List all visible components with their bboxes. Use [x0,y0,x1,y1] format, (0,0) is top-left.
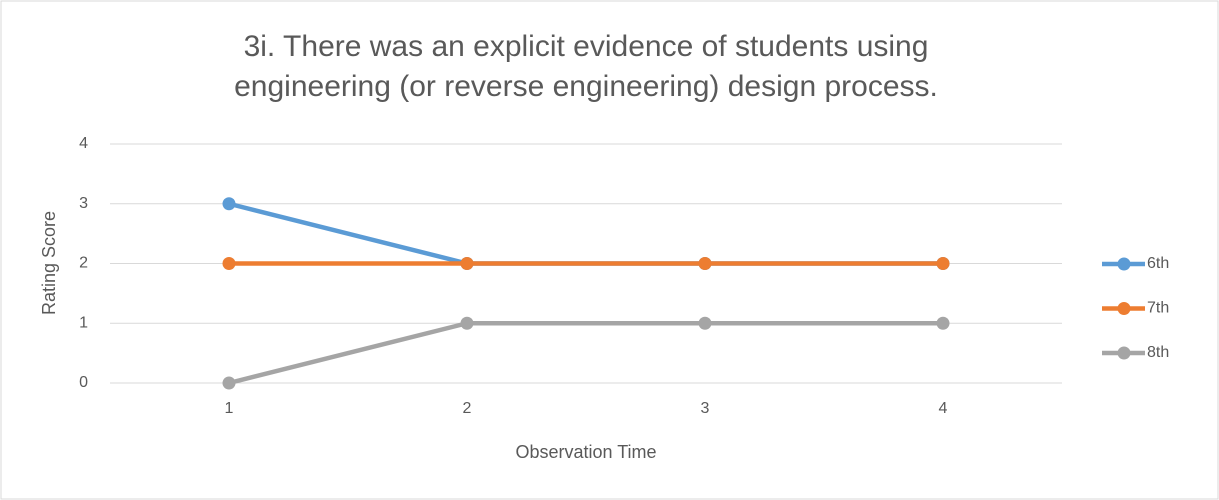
marker [460,316,474,330]
x-axis-title: Observation Time [515,442,656,462]
y-tick-label: 3 [79,195,88,212]
y-axis-title: Rating Score [39,211,59,315]
marker [222,376,236,390]
marker [222,197,236,211]
legend-marker [1117,257,1131,271]
legend-label: 6th [1147,255,1169,272]
marker [460,257,474,270]
chart-title: 3i. There was an explicit evidence of st… [244,30,929,63]
y-tick-label: 2 [79,255,88,272]
x-tick-label: 1 [225,400,234,417]
marker [698,316,712,330]
legend-marker [1117,302,1131,315]
series-line [226,321,946,386]
marker [698,257,712,270]
legend-label: 7th [1147,300,1169,317]
y-tick-label: 0 [79,374,88,391]
x-tick-label: 3 [701,400,710,417]
x-tick-label: 4 [939,400,948,417]
marker [936,316,950,330]
chart-title: engineering (or reverse engineering) des… [234,70,938,103]
marker [222,257,236,270]
legend-marker [1117,346,1131,360]
y-tick-label: 4 [79,135,88,152]
x-tick-label: 2 [463,400,472,417]
marker [936,257,950,270]
legend-label: 8th [1147,344,1169,361]
y-tick-label: 1 [79,314,88,331]
